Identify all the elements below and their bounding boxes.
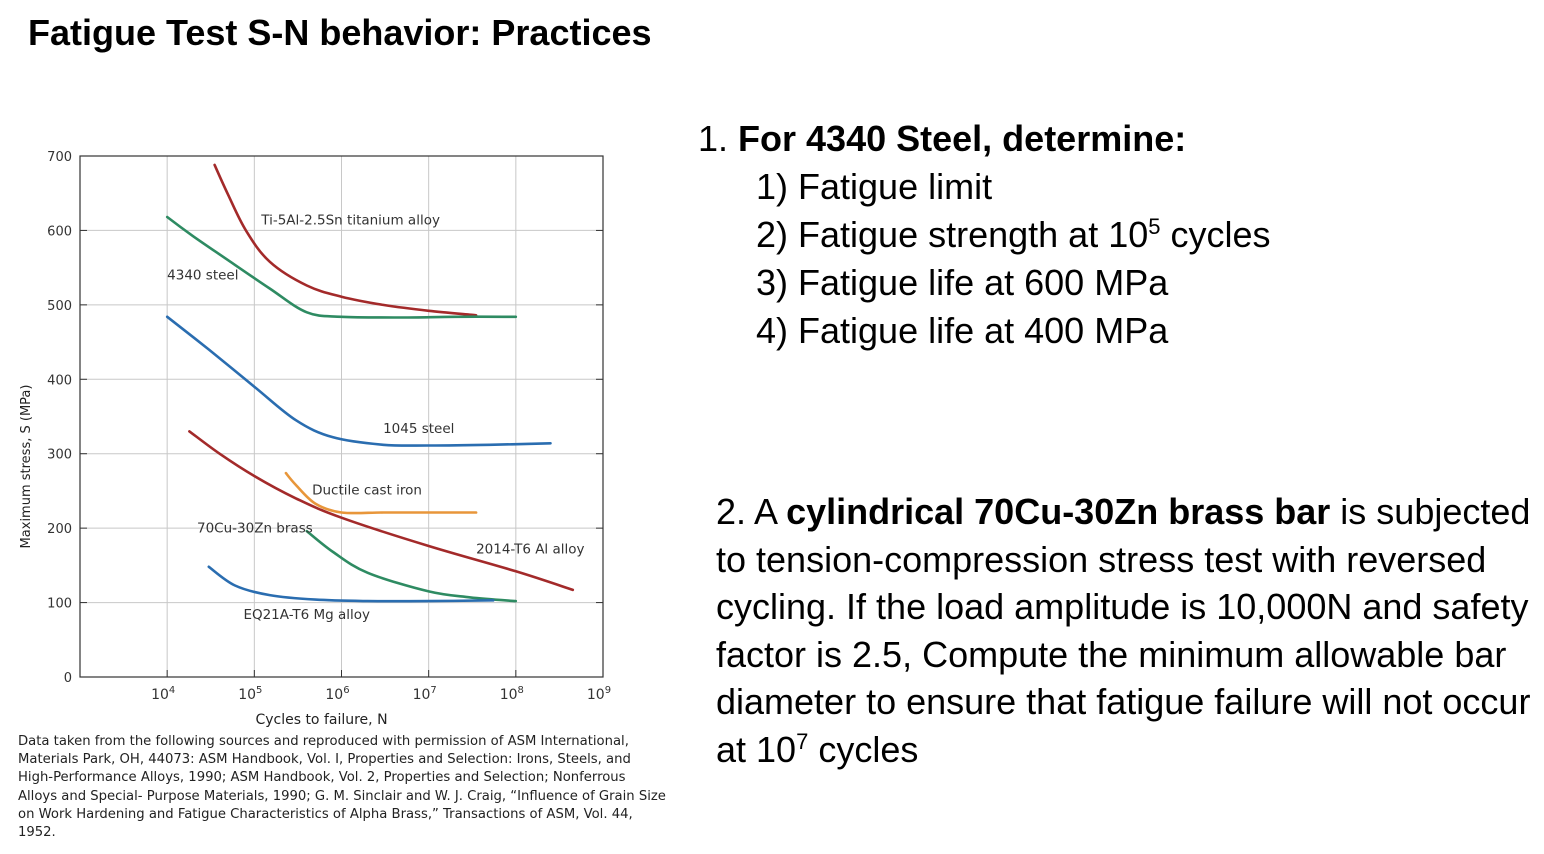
question-1-item: 3) Fatigue life at 600 MPa [698,259,1271,307]
y-tick-label: 500 [47,299,72,314]
y-tick-label: 200 [47,522,72,537]
series-line [188,430,575,592]
y-tick-label: 0 [64,671,72,686]
y-axis-label: Maximum stress, S (MPa) [19,385,34,549]
series-label: EQ21A-T6 Mg alloy [243,607,370,623]
x-tick-label: 109 [587,685,611,703]
y-tick-label: 700 [47,150,72,165]
question-2-exponent: 7 [796,728,809,754]
question-1-item: 1) Fatigue limit [698,163,1271,211]
tick-exponent: 4 [169,685,175,696]
item-suffix: cycles [1160,214,1271,255]
question-1-title: For 4340 Steel, determine: [738,118,1187,159]
y-tick-label: 400 [47,373,72,388]
tick-exponent: 9 [605,685,611,696]
slide-title: Fatigue Test S-N behavior: Practices [28,12,652,53]
x-axis-label: Cycles to failure, N [255,712,387,728]
item-text: 3) Fatigue life at 600 MPa [756,262,1169,303]
series-label: 4340 steel [167,268,238,284]
question-2-body: is subjected to tension-compression stre… [716,491,1531,770]
item-text: 2) Fatigue strength at 10 [756,214,1149,255]
series-labels: Ti-5Al-2.5Sn titanium alloy 4340 steel 104… [167,212,584,622]
series-line [305,529,518,603]
series-label: Ti-5Al-2.5Sn titanium alloy [260,212,440,228]
tick-exponent: 8 [518,685,524,696]
tick-base: 10 [238,687,256,703]
x-tick-label: 104 [151,685,175,703]
question-2-tail: cycles [808,728,919,770]
question-1: 1. For 4340 Steel, determine: 1) Fatigue… [698,115,1271,355]
y-tick-label: 300 [47,448,72,463]
tick-exponent: 6 [343,685,349,696]
tick-base: 10 [413,687,431,703]
y-tick-label: 600 [47,224,72,239]
tick-exponent: 5 [256,685,262,696]
series-label: Ductile cast iron [312,483,422,499]
tick-base: 10 [325,687,343,703]
series-line [207,565,495,603]
question-1-item: 4) Fatigue life at 400 MPa [698,307,1271,355]
series-label: 1045 steel [383,421,454,437]
figure-caption: Data taken from the following sources an… [18,734,666,841]
series-line [284,471,478,515]
tick-base: 10 [500,687,518,703]
item-text: 4) Fatigue life at 400 MPa [756,310,1169,351]
question-1-item: 2) Fatigue strength at 105 cycles [698,211,1271,259]
question-1-number: 1. [698,118,729,159]
series-label: 2014-T6 Al alloy [476,541,584,557]
item-text: 1) Fatigue limit [756,166,993,207]
item-exponent: 5 [1148,214,1161,239]
tick-exponent: 7 [430,685,436,696]
question-2-lead: 2. A [716,491,787,532]
x-tick-label: 105 [238,685,262,703]
question-2: 2. A cylindrical 70Cu-30Zn brass bar is … [716,488,1541,773]
tick-base: 10 [587,687,605,703]
series-line [165,215,518,319]
series-line [165,315,552,447]
series-line [213,163,478,317]
x-tick-label: 107 [413,685,437,703]
chart-grid [80,156,603,677]
plot-frame [79,155,604,678]
series-label: 70Cu-30Zn brass [197,521,313,537]
y-tick-label: 100 [47,597,72,612]
x-tick-label: 108 [500,685,524,703]
x-tick-label: 106 [325,685,349,703]
question-2-emphasis: cylindrical 70Cu-30Zn brass bar [786,491,1331,532]
question-1-heading: 1. For 4340 Steel, determine: [698,115,1271,163]
tick-base: 10 [151,687,169,703]
chart-series [165,163,575,603]
